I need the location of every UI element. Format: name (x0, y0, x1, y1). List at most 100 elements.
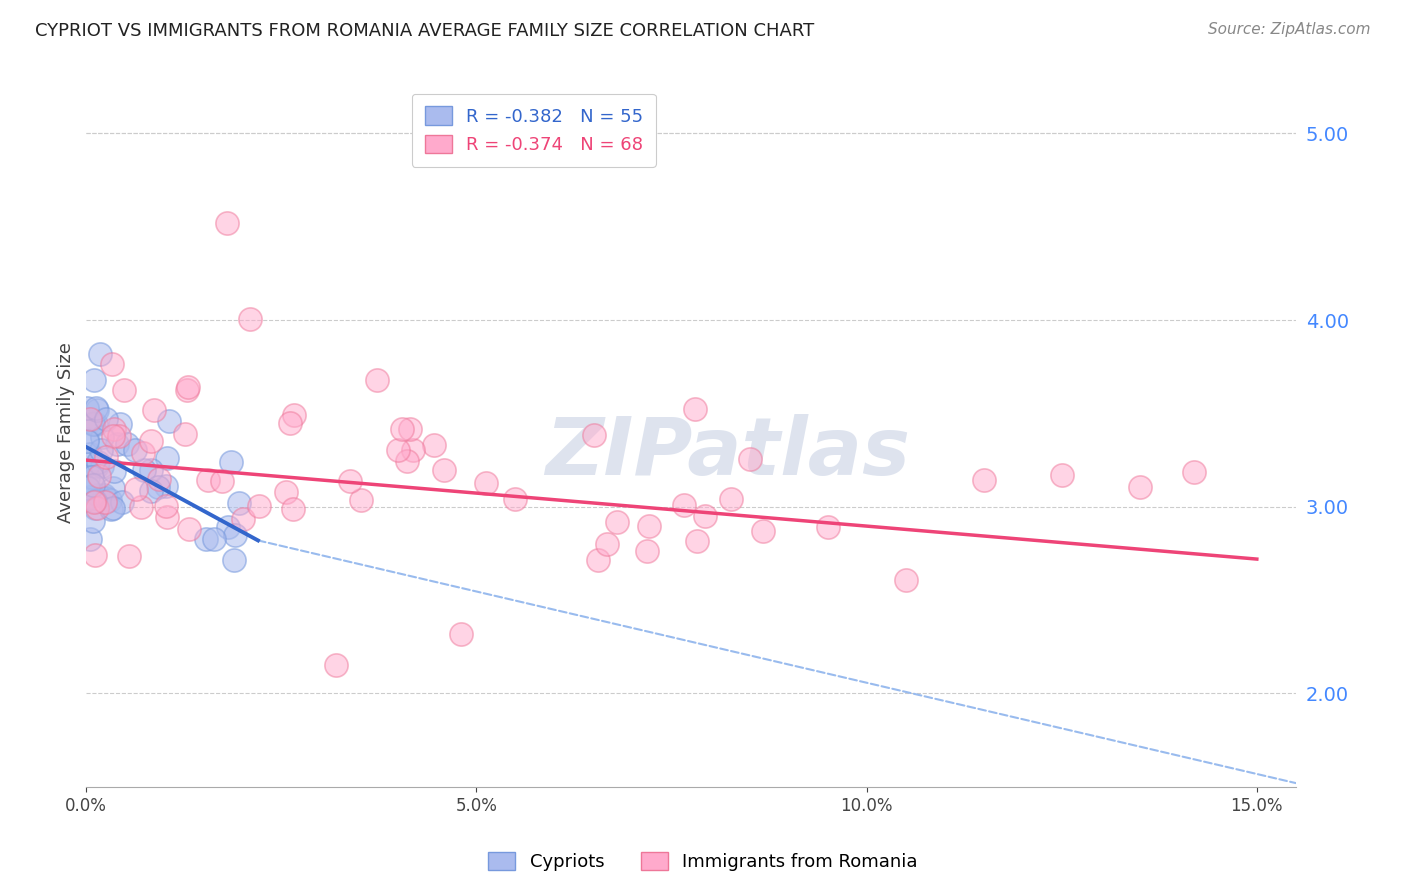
Point (586, 553, 609, 567)
Point (195, 532, 218, 546)
Point (177, 522, 200, 536)
Point (77, 481, 100, 495)
Point (90, 430, 112, 444)
Point (82, 477, 104, 491)
Point (228, 496, 250, 510)
Point (148, 480, 170, 494)
Point (173, 427, 195, 442)
Point (77, 490, 100, 504)
Text: Source: ZipAtlas.com: Source: ZipAtlas.com (1208, 22, 1371, 37)
Point (157, 414, 180, 428)
Point (80, 470, 103, 484)
Point (76, 457, 98, 471)
Point (103, 422, 125, 436)
Point (582, 427, 605, 442)
Point (101, 357, 124, 371)
Point (93, 488, 115, 502)
Point (433, 462, 456, 476)
Point (86, 459, 108, 474)
Point (94, 450, 117, 464)
Point (283, 408, 305, 422)
Point (89, 347, 111, 361)
Point (124, 442, 146, 457)
Point (79, 414, 101, 428)
Point (155, 479, 177, 493)
Point (86, 403, 108, 417)
Point (224, 553, 246, 567)
Point (232, 512, 254, 526)
Point (156, 451, 179, 466)
Point (87, 488, 110, 502)
Point (155, 510, 177, 524)
Point (686, 534, 709, 549)
Point (638, 518, 661, 533)
Point (84, 417, 107, 432)
Point (76, 401, 98, 416)
Point (118, 549, 141, 563)
Point (103, 429, 125, 443)
Point (505, 492, 527, 507)
Point (391, 423, 413, 437)
Point (366, 373, 388, 387)
Point (215, 216, 238, 230)
Point (83, 373, 105, 387)
Point (211, 475, 233, 489)
Point (177, 380, 200, 394)
Point (134, 463, 156, 477)
Point (139, 484, 162, 499)
Point (247, 499, 270, 513)
Point (817, 520, 839, 534)
Point (595, 537, 617, 551)
Point (1129, 480, 1152, 494)
Point (89, 468, 111, 483)
Point (224, 528, 246, 542)
Point (84, 501, 107, 516)
Point (96, 412, 118, 426)
Point (673, 498, 696, 512)
Point (1184, 466, 1206, 480)
Point (94, 495, 117, 509)
Legend: R = -0.382   N = 55, R = -0.374   N = 68: R = -0.382 N = 55, R = -0.374 N = 68 (412, 94, 655, 167)
Point (274, 485, 297, 500)
Point (101, 481, 124, 495)
Point (76, 433, 98, 447)
Point (142, 403, 165, 417)
Text: ZIPatlas: ZIPatlas (546, 415, 910, 492)
Point (79, 412, 101, 426)
Point (84, 548, 107, 562)
Point (738, 452, 761, 467)
Point (82, 417, 104, 431)
Text: CYPRIOT VS IMMIGRANTS FROM ROMANIA AVERAGE FAMILY SIZE CORRELATION CHART: CYPRIOT VS IMMIGRANTS FROM ROMANIA AVERA… (35, 22, 814, 40)
Point (148, 472, 170, 486)
Point (83, 495, 105, 509)
Point (894, 573, 917, 587)
Point (87, 455, 110, 469)
Point (202, 532, 225, 546)
Point (325, 658, 347, 673)
Point (111, 495, 134, 509)
Point (132, 446, 155, 460)
Point (131, 500, 153, 514)
Point (125, 482, 148, 496)
Point (450, 626, 472, 640)
Point (683, 401, 706, 416)
Point (79, 533, 101, 547)
Point (103, 500, 125, 515)
Point (105, 437, 128, 451)
Point (606, 515, 628, 529)
Point (752, 524, 775, 538)
Point (108, 429, 131, 443)
Legend: Cypriots, Immigrants from Romania: Cypriots, Immigrants from Romania (481, 845, 925, 879)
Point (221, 454, 243, 468)
Point (720, 491, 742, 506)
Point (103, 464, 125, 478)
Point (83, 493, 105, 508)
Point (82, 515, 104, 529)
Y-axis label: Average Family Size: Average Family Size (58, 342, 75, 523)
Point (112, 383, 135, 397)
Point (422, 438, 444, 452)
Point (239, 312, 262, 326)
Point (1050, 467, 1073, 482)
Point (339, 474, 361, 488)
Point (76, 434, 98, 448)
